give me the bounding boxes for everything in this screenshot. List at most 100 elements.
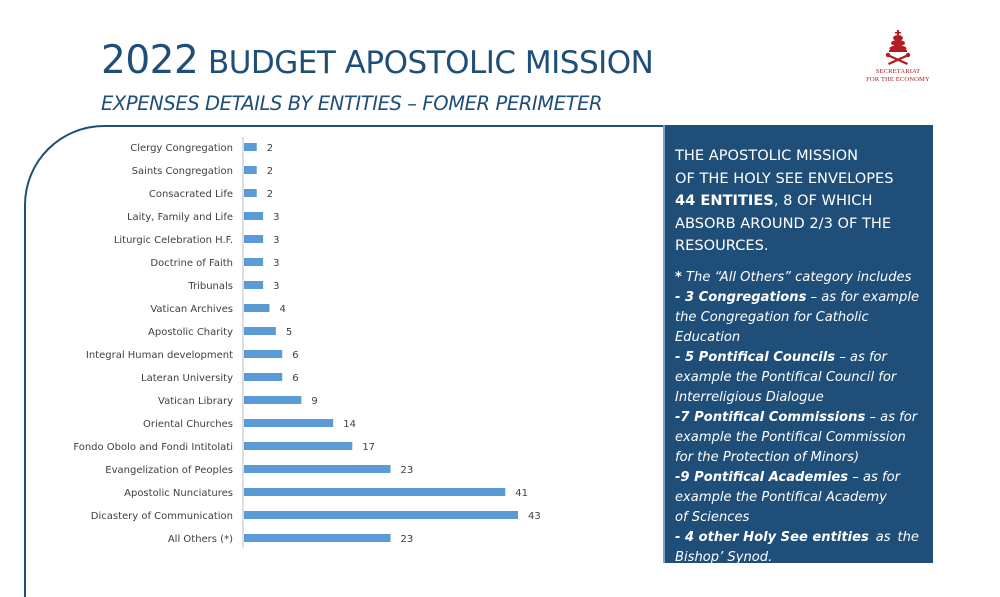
category-label: Apostolic Charity [148,327,233,338]
category-label: Fondo Obolo and Fondi Intitolati [73,442,233,453]
bar [244,442,353,450]
title-year: 2022 [101,38,199,83]
note-2-line-1: - 5 Pontifical Councils – as for [675,348,919,368]
category-label: Apostolic Nunciatures [124,488,233,499]
category-label: Vatican Library [158,396,233,407]
note-4-rest: – as for [848,469,900,485]
note-5-rest-b: the [897,529,920,545]
data-label: 3 [273,281,279,292]
lead-line-2: OF THE HOLY SEE ENVELOPES [675,169,894,187]
bar [244,465,391,473]
page-subtitle: EXPENSES DETAILS BY ENTITIES – FOMER PER… [101,92,603,115]
logo-line-1: SECRETARIAT [875,68,921,75]
category-label: Liturgic Celebration H.F. [114,235,233,246]
lead-line-5: RESOURCES. [675,237,769,254]
note-2-rest: – as for [835,349,887,365]
data-label: 2 [267,166,273,177]
category-label: All Others (*) [168,534,233,545]
data-label: 6 [292,350,298,361]
bar [244,511,518,519]
category-label: Consacrated Life [149,189,233,200]
note-1-line-2: the Congregation for Catholic [675,309,869,325]
data-label: 2 [267,189,273,200]
note-intro-text: The “All Others” category includes [681,269,912,285]
category-label: Saints Congregation [132,166,233,177]
panel-notes: * The “All Others” category includes - 3… [675,268,919,568]
tiara-keys-emblem-icon [885,30,911,65]
data-label: 17 [362,442,375,453]
chart-frame [24,125,726,597]
panel-lead: THE APOSTOLIC MISSION OF THE HOLY SEE EN… [675,145,919,258]
logo-caption: SECRETARIAT FOR THE ECONOMY [858,68,938,83]
note-3-rest: – as for [865,409,918,425]
note-2-bold: - 5 Pontifical Councils [675,349,836,365]
data-label: 23 [401,534,414,545]
data-label: 5 [286,327,292,338]
note-3-line-3: for the Protection of Minors) [675,449,860,465]
data-label: 3 [273,258,279,269]
data-label: 9 [311,396,317,407]
page-title: 2022 BUDGET APOSTOLIC MISSION [101,38,654,83]
bar [244,373,283,381]
category-label: Integral Human development [86,350,233,361]
lead-entities-count: 44 ENTITIES [675,192,774,209]
category-label: Lateran University [141,373,233,384]
bar [244,304,270,312]
note-4-line-2: example the Pontifical Academy [675,489,887,505]
data-label: 23 [401,465,414,476]
bar [244,350,283,358]
note-3-line-1: -7 Pontifical Commissions – as for [675,408,919,428]
lead-line-4: ABSORB AROUND 2/3 OF THE [675,214,892,232]
category-label: Dicastery of Communication [91,511,233,522]
bar [244,419,334,427]
note-star: * [675,269,682,285]
note-3-line-2: example the Pontifical Commission [675,429,906,445]
note-5-line-2: Bishop’ Synod. [675,549,773,565]
note-4-line-1: -9 Pontifical Academies – as for [675,468,919,488]
bar [244,281,264,289]
bar [244,327,276,335]
note-1-line-1: - 3 Congregations – as for example [675,288,919,308]
category-label: Evangelization of Peoples [105,465,233,476]
bar [244,212,264,220]
note-2-line-2: example the Pontifical Council for [675,369,897,385]
lead-line-1: THE APOSTOLIC MISSION [675,147,859,164]
bar [244,258,264,266]
bar [244,235,264,243]
bar [244,166,257,174]
data-label: 6 [292,373,298,384]
note-4-bold: -9 Pontifical Academies [675,469,849,485]
bar [244,143,257,151]
note-1-line-3: Education [675,329,741,345]
category-label: Doctrine of Faith [150,258,233,269]
category-label: Laity, Family and Life [127,212,233,223]
secretariat-logo: SECRETARIAT FOR THE ECONOMY [858,30,938,83]
bar [244,189,257,197]
lead-line-3-rest: , 8 OF WHICH [773,192,873,209]
data-label: 43 [528,511,541,522]
note-4-line-3: of Sciences [675,509,750,525]
info-panel: THE APOSTOLIC MISSION OF THE HOLY SEE EN… [663,125,933,565]
data-label: 41 [515,488,528,499]
category-label: Tribunals [187,281,233,292]
data-label: 3 [273,235,279,246]
note-5-line-1: - 4 other Holy See entities as the [675,528,919,548]
note-intro: * The “All Others” category includes [675,268,919,288]
note-5-rest-a: as [875,529,891,545]
note-2-line-3: Interreligious Dialogue [675,389,824,405]
bar [244,534,391,542]
note-1-bold: - 3 Congregations [675,289,807,305]
bar [244,488,506,496]
expenses-bar-chart: Clergy Congregation 2 Saints Congregation 2… [73,137,541,548]
logo-line-2: FOR THE ECONOMY [866,75,930,83]
data-label: 4 [279,304,285,315]
lead-line-3: 44 ENTITIES, 8 OF WHICH [675,190,919,213]
data-label: 14 [343,419,356,430]
data-label: 3 [273,212,279,223]
data-label: 2 [267,143,273,154]
note-3-bold: -7 Pontifical Commissions [675,409,866,425]
title-text: BUDGET APOSTOLIC MISSION [207,45,654,81]
note-1-rest: – as for example [806,289,920,305]
category-label: Oriental Churches [143,419,233,430]
note-5-bold: - 4 other Holy See entities [675,529,869,545]
